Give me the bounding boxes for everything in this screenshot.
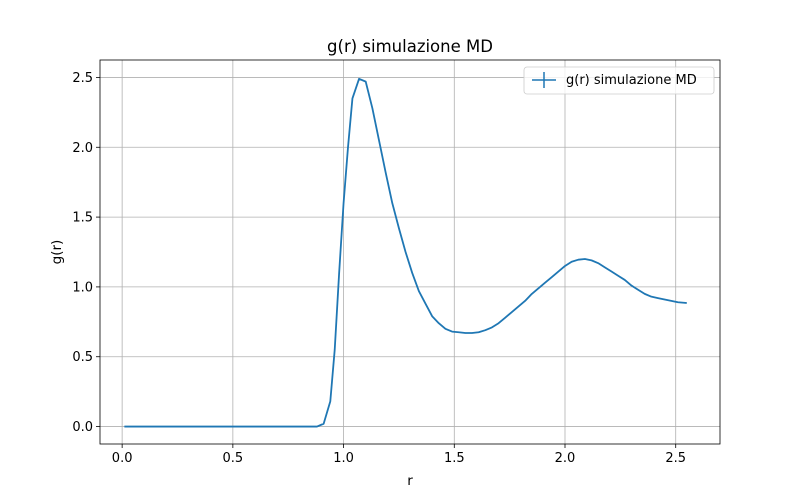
series-layer	[124, 77, 687, 428]
legend-box	[523, 66, 715, 95]
tick-layer: 0.0 0.5 1.0 1.5 2.0 2.5 0.0 0.5 1.0 1.5 2.0 2.5	[72, 71, 686, 466]
y-tick-label: 1.0	[72, 280, 93, 295]
x-tick-label: 0.5	[223, 451, 244, 466]
x-tick-label: 2.5	[665, 451, 686, 466]
legend-entry-label: g(r) simulazione MD	[566, 73, 697, 88]
y-tick-label: 0.0	[72, 420, 93, 435]
y-tick-label: 1.5	[72, 211, 93, 226]
x-tick-label: 2.0	[555, 451, 576, 466]
x-axis-label: r	[407, 473, 413, 489]
plot-area-background	[100, 60, 720, 444]
y-tick-label: 0.5	[72, 350, 93, 365]
series-line-gr	[124, 77, 687, 428]
x-tick-label: 1.5	[444, 451, 465, 466]
legend: g(r) simulazione MD	[523, 66, 715, 95]
plot-frame	[99, 59, 721, 445]
y-tick-label: 2.0	[72, 141, 93, 156]
x-tick-label: 1.0	[333, 451, 354, 466]
y-tick-label: 2.5	[72, 71, 93, 86]
x-tick-label: 0.0	[112, 451, 133, 466]
chart-title: g(r) simulazione MD	[327, 37, 493, 56]
grid-layer	[100, 60, 720, 444]
y-axis-label: g(r)	[49, 240, 65, 265]
